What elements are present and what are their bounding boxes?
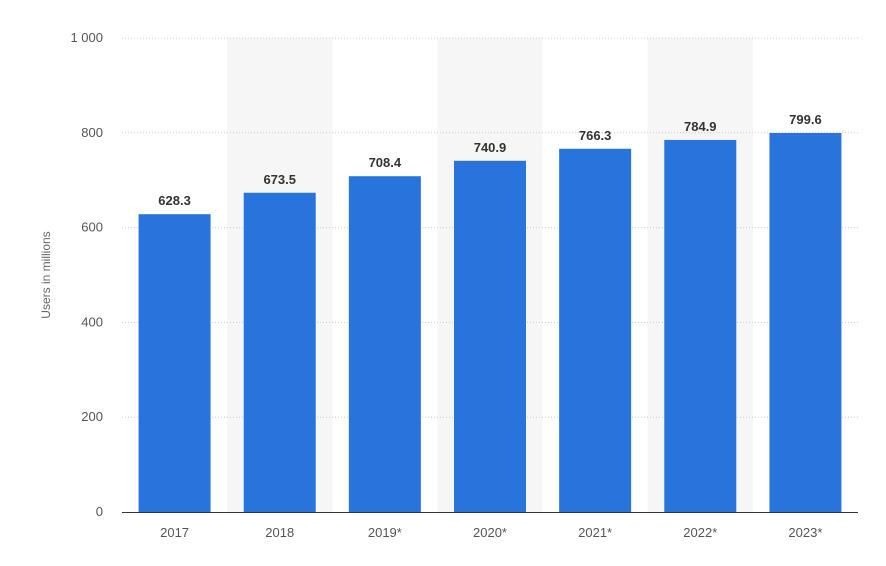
data-label: 708.4: [369, 155, 402, 170]
bar-2019: [348, 176, 421, 513]
y-tick-label: 1 000: [70, 30, 103, 45]
y-tick-label: 400: [81, 314, 103, 329]
bar-2022: [664, 139, 737, 512]
data-labels: 628.3 673.5 708.4 740.9 766.3 784.9 799.6: [158, 112, 821, 208]
bar-2017: [138, 214, 211, 513]
data-label: 628.3: [158, 193, 191, 208]
data-label: 673.5: [263, 172, 296, 187]
bar-2018: [243, 192, 316, 513]
x-tick-label: 2019*: [368, 525, 402, 540]
data-label: 740.9: [474, 140, 507, 155]
data-label: 766.3: [579, 128, 612, 143]
x-tick-label: 2018: [265, 525, 294, 540]
bar-2020: [454, 160, 526, 512]
x-tick-label: 2017: [160, 525, 189, 540]
bars: [138, 132, 842, 513]
y-tick-label: 800: [81, 125, 103, 140]
bar-2023: [769, 132, 842, 512]
data-label: 784.9: [684, 119, 717, 134]
data-label: 799.6: [789, 112, 822, 127]
y-tick-labels: 0 200 400 600 800 1 000: [70, 30, 103, 519]
y-tick-label: 200: [81, 409, 103, 424]
y-axis-label: Users in millions: [39, 231, 53, 318]
bar-2021: [559, 148, 632, 512]
x-tick-label: 2023*: [788, 525, 822, 540]
x-tick-label: 2022*: [683, 525, 717, 540]
x-tick-label: 2020*: [473, 525, 507, 540]
y-tick-label: 0: [96, 504, 103, 519]
x-tick-labels: 2017 2018 2019* 2020* 2021* 2022* 2023*: [160, 525, 822, 540]
x-tick-label: 2021*: [578, 525, 612, 540]
y-tick-label: 600: [81, 220, 103, 235]
